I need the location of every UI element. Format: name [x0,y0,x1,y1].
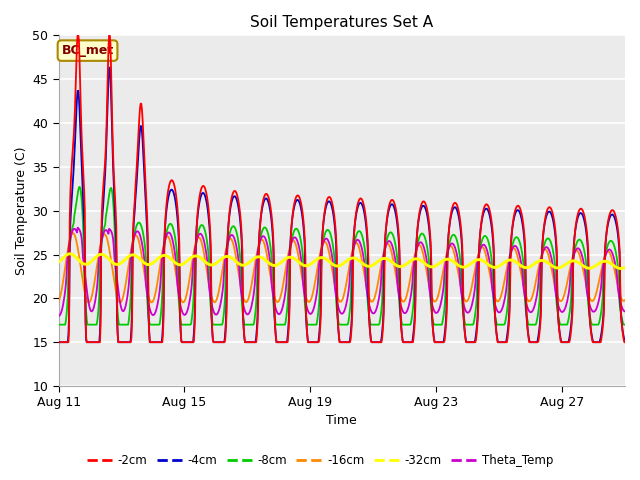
Text: BC_met: BC_met [61,44,114,57]
Y-axis label: Soil Temperature (C): Soil Temperature (C) [15,146,28,275]
X-axis label: Time: Time [326,414,357,427]
Title: Soil Temperatures Set A: Soil Temperatures Set A [250,15,433,30]
Legend: -2cm, -4cm, -8cm, -16cm, -32cm, Theta_Temp: -2cm, -4cm, -8cm, -16cm, -32cm, Theta_Te… [82,449,558,472]
